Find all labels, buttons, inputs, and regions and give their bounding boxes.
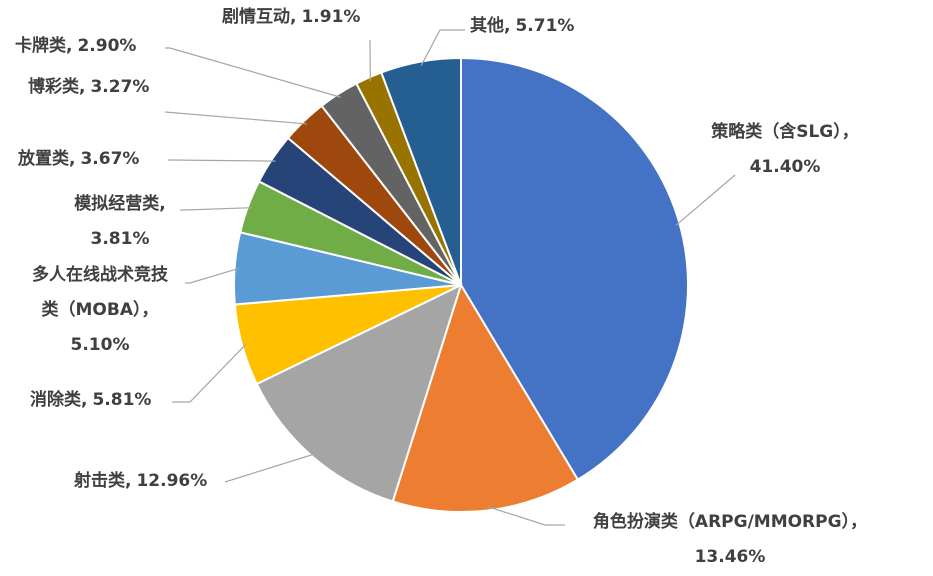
data-label: 放置类, 3.67% <box>18 142 139 177</box>
value-label: 41.40% <box>749 157 821 177</box>
data-label: 射击类, 12.96% <box>74 464 207 499</box>
category-label: 卡牌类, <box>15 36 73 56</box>
pie-slice <box>380 56 462 286</box>
category-label: 策略类（含SLG）， <box>711 122 859 142</box>
category-label: 多人在线战术竞技类（MOBA）， <box>32 265 168 320</box>
value-label: 5.10% <box>70 335 130 355</box>
value-label: 3.27% <box>90 77 150 97</box>
data-label: 多人在线战术竞技类（MOBA）， 5.10% <box>25 258 175 363</box>
value-label: 1.91% <box>301 7 361 27</box>
category-label: 其他, <box>470 16 511 36</box>
leader-line <box>165 47 341 98</box>
value-label: 3.81% <box>90 229 150 249</box>
leader-line <box>224 453 316 483</box>
data-label: 策略类（含SLG）， 41.40% <box>690 115 880 185</box>
value-label: 12.96% <box>136 471 208 491</box>
pie-slice <box>255 283 463 503</box>
category-label: 剧情互动, <box>222 7 297 27</box>
data-label: 剧情互动, 1.91% <box>222 0 360 35</box>
category-label: 射击类, <box>74 471 132 491</box>
leader-line <box>420 29 465 66</box>
leader-line <box>180 207 252 211</box>
value-label: 5.71% <box>515 16 575 36</box>
value-label: 3.67% <box>80 149 140 169</box>
data-label: 模拟经营类, 3.81% <box>45 187 195 257</box>
leader-line <box>168 159 276 162</box>
data-label: 消除类, 5.81% <box>30 383 151 418</box>
category-label: 放置类, <box>18 149 76 169</box>
data-label: 卡牌类, 2.90% <box>15 29 136 64</box>
leader-line <box>185 267 239 284</box>
leader-line <box>172 343 247 403</box>
value-label: 2.90% <box>77 36 137 56</box>
data-label: 博彩类, 3.27% <box>28 70 149 105</box>
category-label: 消除类, <box>30 390 88 410</box>
data-label: 其他, 5.71% <box>470 9 574 44</box>
pie-slice <box>391 282 580 513</box>
data-label: 角色扮演类（ARPG/MMORPG）， 13.46% <box>570 505 890 575</box>
leader-line <box>164 111 307 125</box>
leader-line <box>486 505 565 526</box>
category-label: 博彩类, <box>28 77 86 97</box>
category-label: 角色扮演类（ARPG/MMORPG）， <box>592 512 868 532</box>
leader-line <box>675 174 736 226</box>
category-label: 模拟经营类, <box>74 194 166 214</box>
value-label: 5.81% <box>92 390 152 410</box>
value-label: 13.46% <box>694 547 766 567</box>
pie-slice <box>460 56 690 482</box>
